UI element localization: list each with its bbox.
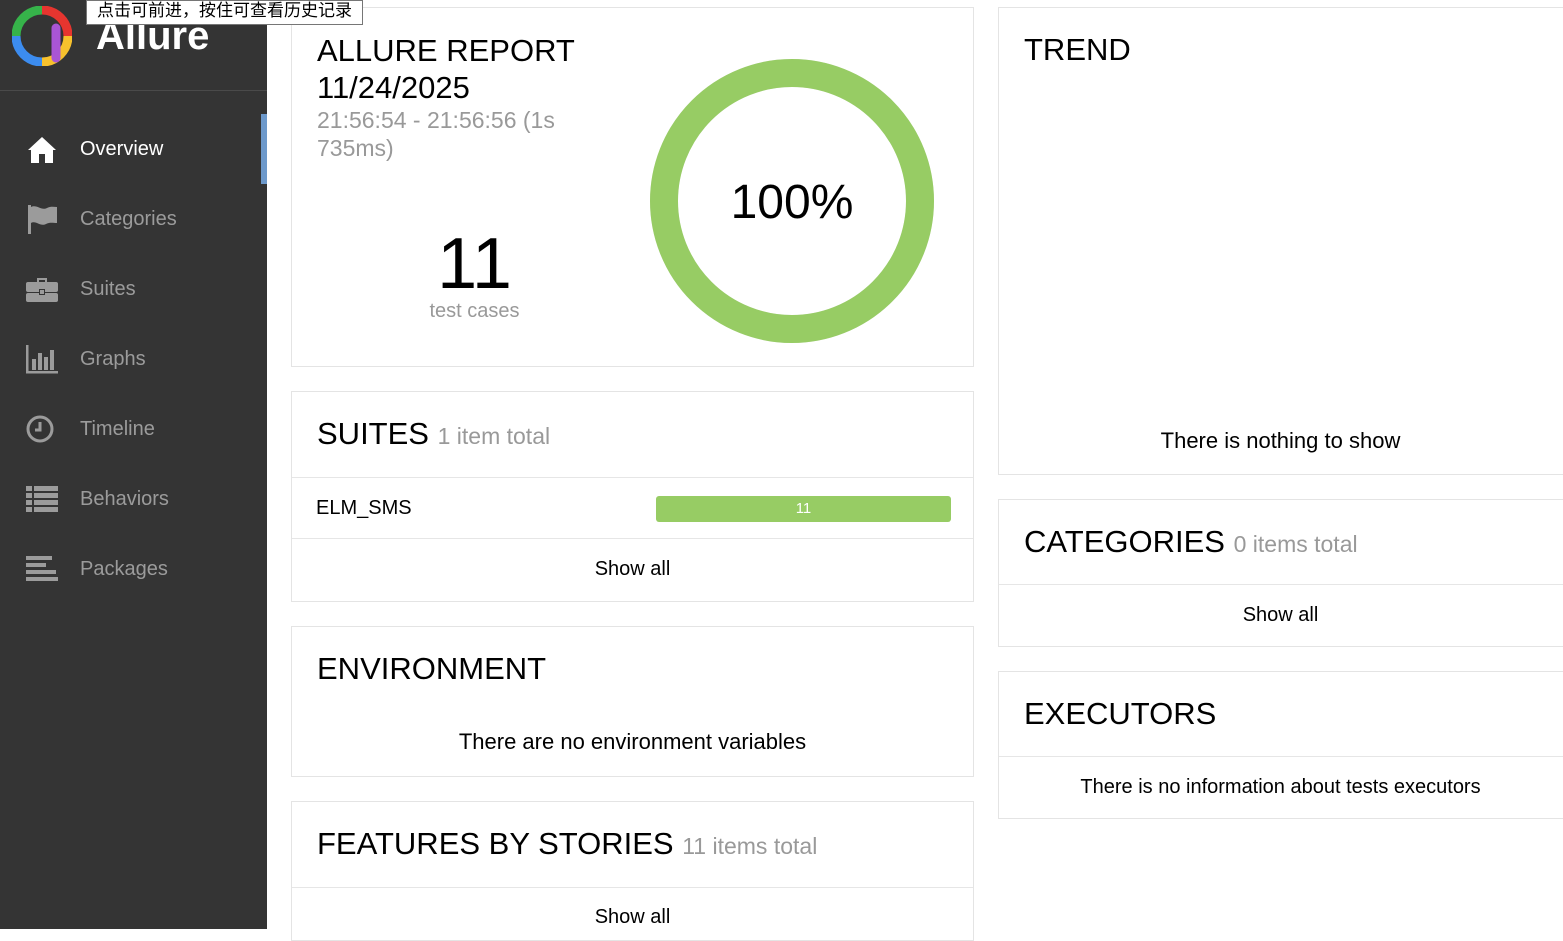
- briefcase-icon: [24, 271, 60, 307]
- sidebar-item-label: Categories: [80, 207, 177, 230]
- sidebar-item-graphs[interactable]: Graphs: [0, 324, 267, 394]
- trend-empty-message: There is nothing to show: [1160, 428, 1401, 453]
- pass-rate-donut[interactable]: 100%: [647, 56, 937, 346]
- features-title: FEATURES BY STORIES 11 items total: [317, 826, 817, 862]
- report-title: ALLURE REPORT 11/24/2025: [317, 33, 575, 105]
- categories-title: CATEGORIES 0 items total: [1024, 524, 1358, 560]
- suites-title: SUITES 1 item total: [317, 416, 550, 452]
- divider: [999, 584, 1563, 585]
- features-title-text: FEATURES BY STORIES: [317, 826, 674, 861]
- sidebar-item-label: Behaviors: [80, 487, 169, 510]
- sidebar-item-label: Graphs: [80, 347, 146, 370]
- environment-widget: ENVIRONMENT There are no environment var…: [291, 626, 974, 777]
- flag-icon: [24, 201, 60, 237]
- sidebar-item-suites[interactable]: Suites: [0, 254, 267, 324]
- home-icon: [24, 131, 60, 167]
- pass-rate-percent: 100%: [731, 176, 854, 229]
- sidebar-nav: Overview Categories Suites Graphs Timeli…: [0, 114, 267, 604]
- executors-widget: EXECUTORS There is no information about …: [998, 671, 1563, 819]
- divider: [292, 477, 973, 478]
- executors-empty-message: There is no information about tests exec…: [1080, 776, 1481, 798]
- divider: [999, 756, 1563, 757]
- donut-passed-arc[interactable]: [650, 59, 934, 343]
- sidebar-item-categories[interactable]: Categories: [0, 184, 267, 254]
- sidebar-item-label: Packages: [80, 557, 168, 580]
- features-show-all-link[interactable]: Show all: [594, 906, 671, 928]
- categories-subtitle: 0 items total: [1233, 531, 1358, 557]
- features-subtitle: 11 items total: [682, 833, 818, 859]
- suite-passed-bar[interactable]: 11: [656, 496, 951, 522]
- trend-title: TREND: [1024, 32, 1131, 67]
- browser-tooltip: 点击可前进，按住可查看历史记录: [86, 0, 363, 25]
- report-time-range: 21:56:54 - 21:56:56 (1s 735ms): [317, 107, 555, 161]
- divider: [292, 887, 973, 888]
- test-case-count: 11: [437, 224, 512, 304]
- categories-show-all-link[interactable]: Show all: [1242, 604, 1319, 626]
- clock-icon: [24, 411, 60, 447]
- environment-empty-message: There are no environment variables: [458, 729, 807, 754]
- features-widget: FEATURES BY STORIES 11 items total Show …: [291, 801, 974, 941]
- suites-title-text: SUITES: [317, 416, 429, 451]
- sidebar-item-label: Suites: [80, 277, 136, 300]
- trend-widget: TREND There is nothing to show: [998, 7, 1563, 475]
- environment-title: ENVIRONMENT: [317, 651, 547, 686]
- summary-widget: ALLURE REPORT 11/24/2025 21:56:54 - 21:5…: [291, 7, 974, 367]
- sidebar-item-timeline[interactable]: Timeline: [0, 394, 267, 464]
- sidebar-item-label: Timeline: [80, 417, 155, 440]
- suite-name[interactable]: ELM_SMS: [316, 497, 412, 519]
- divider: [292, 538, 973, 539]
- list-icon: [24, 481, 60, 517]
- sidebar: Allure 点击可前进，按住可查看历史记录 Overview Categori…: [0, 0, 363, 929]
- sidebar-item-label: Overview: [80, 137, 164, 160]
- executors-title: EXECUTORS: [1024, 696, 1217, 731]
- bar-chart-icon: [24, 341, 60, 377]
- allure-logo-icon[interactable]: [12, 6, 72, 66]
- sidebar-item-packages[interactable]: Packages: [0, 534, 267, 604]
- categories-widget: CATEGORIES 0 items total Show all: [998, 499, 1563, 647]
- suites-subtitle: 1 item total: [437, 423, 551, 449]
- align-left-icon: [24, 551, 60, 587]
- categories-title-text: CATEGORIES: [1024, 524, 1225, 559]
- sidebar-item-overview[interactable]: Overview: [0, 114, 267, 184]
- suites-widget: SUITES 1 item total ELM_SMS 11 Show all: [291, 391, 974, 602]
- test-case-count-label: test cases: [429, 300, 520, 322]
- sidebar-item-behaviors[interactable]: Behaviors: [0, 464, 267, 534]
- suites-show-all-link[interactable]: Show all: [594, 558, 671, 580]
